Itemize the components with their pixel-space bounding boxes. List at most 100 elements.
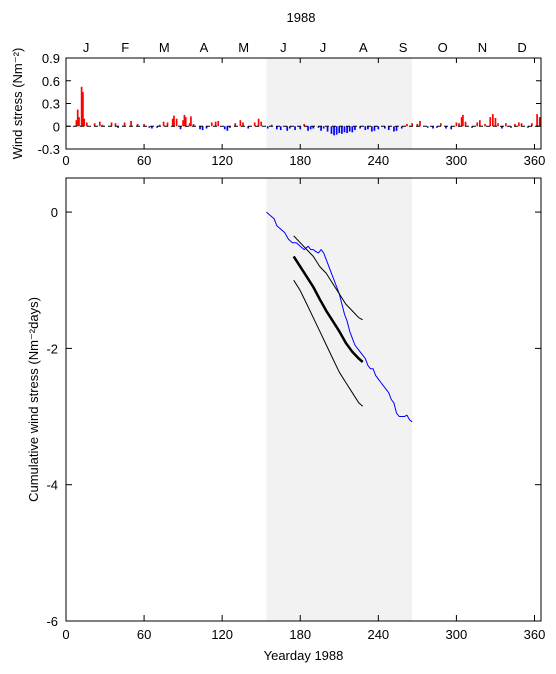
wind-stress-bar	[83, 118, 86, 127]
wind-stress-bar	[234, 123, 237, 127]
y-tick-label: 0	[53, 119, 60, 134]
month-label: S	[399, 40, 408, 55]
x-tick-label: 180	[289, 153, 311, 168]
wind-stress-bar	[75, 120, 78, 127]
y-tick-label: -4	[46, 478, 58, 493]
wind-stress-bar	[338, 126, 341, 134]
wind-stress-bar	[439, 123, 442, 127]
wind-stress-bar	[114, 123, 117, 127]
wind-stress-bar	[346, 126, 348, 134]
wind-stress-bar	[364, 126, 367, 131]
wind-stress-bar	[123, 122, 126, 127]
month-label: N	[478, 40, 487, 55]
x-tick-label: 240	[367, 627, 389, 642]
wind-stress-bar	[460, 117, 463, 127]
wind-stress-bar	[536, 114, 538, 127]
summer-shading	[266, 58, 413, 149]
cumulative-stress-line	[293, 279, 364, 407]
cumulative-stress-panel: 0 60 120 180 240 300 360 0 -2 -4 -6 Cumulative win…	[26, 177, 545, 663]
wind-stress-bar	[419, 120, 421, 127]
y-tick-label: 0	[51, 205, 58, 220]
wind-stress-bar	[538, 117, 541, 127]
wind-stress-bar	[450, 126, 453, 130]
wind-stress-bar	[307, 126, 309, 131]
chart-title: 1988	[287, 10, 316, 25]
wind-stress-bar	[190, 116, 192, 127]
wind-stress-bar	[309, 126, 312, 130]
x-tick-label: 240	[367, 153, 389, 168]
wind-stress-bar	[518, 122, 520, 127]
wind-stress-bar	[478, 120, 481, 127]
top-y-axis-label: Wind stress (Nm⁻²)	[10, 48, 25, 160]
wind-stress-bar	[253, 122, 256, 127]
wind-stress-bar	[270, 124, 273, 127]
wind-stress-bar	[354, 126, 356, 131]
wind-stress-bar	[201, 126, 204, 131]
wind-stress-bar	[312, 126, 315, 129]
wind-stress-bar	[426, 126, 429, 128]
wind-stress-bar	[489, 117, 492, 127]
wind-stress-bar	[136, 123, 139, 127]
wind-stress-bar	[226, 126, 229, 131]
wind-stress-bar	[501, 126, 503, 129]
month-label: J	[280, 40, 287, 55]
wind-stress-bar	[387, 126, 390, 131]
x-tick-label: 180	[289, 627, 311, 642]
bottom-y-axis-label: Cumulative wind stress (Nm⁻²days)	[26, 297, 41, 502]
wind-stress-bar	[257, 118, 260, 127]
wind-stress-bar	[432, 126, 434, 129]
wind-stress-bar	[476, 122, 479, 127]
bottom-x-axis-label: Yearday 1988	[264, 648, 344, 663]
wind-stress-panel: 0 60 120 180 240 300 360-0.300.30.60.9 Wind st…	[10, 48, 545, 168]
cumulative-stress-line	[293, 235, 363, 321]
wind-stress-bar	[110, 122, 113, 127]
wind-stress-bar	[247, 126, 250, 129]
wind-stress-bar	[288, 126, 291, 129]
month-label: D	[517, 40, 526, 55]
wind-stress-bar	[445, 126, 447, 129]
wind-stress-bars	[75, 86, 541, 136]
summer-shading-bottom	[266, 178, 413, 621]
wind-stress-bar	[348, 126, 351, 132]
wind-stress-bar	[275, 126, 278, 130]
wind-stress-bar	[78, 117, 80, 127]
wind-stress-bar	[514, 123, 516, 127]
wind-stress-bar	[229, 126, 231, 128]
wind-stress-bar	[531, 123, 533, 127]
x-tick-label: 60	[137, 627, 151, 642]
wind-stress-bar	[151, 126, 153, 129]
wind-stress-bar	[184, 117, 187, 127]
wind-stress-bar	[217, 120, 220, 127]
month-label: M	[159, 40, 170, 55]
wind-stress-bar	[367, 126, 369, 130]
wind-stress-bar	[330, 126, 333, 134]
wind-stress-bar	[333, 126, 335, 136]
wind-stress-bar	[214, 121, 217, 127]
wind-stress-bar	[377, 126, 380, 130]
cumulative-stress-line	[266, 211, 413, 423]
wind-stress-bar	[317, 126, 320, 128]
wind-stress-bar	[192, 123, 195, 127]
wind-stress-bar	[484, 123, 486, 127]
wind-stress-bar	[527, 126, 529, 128]
wind-stress-bar	[406, 123, 408, 127]
bottom-frame	[65, 177, 542, 622]
wind-stress-bar	[199, 126, 201, 130]
wind-stress-bar	[462, 114, 464, 127]
wind-stress-bar	[260, 121, 263, 127]
wind-stress-bar	[510, 126, 512, 128]
wind-stress-bar	[395, 126, 398, 131]
wind-stress-bar	[492, 114, 494, 127]
wind-stress-bar	[400, 126, 403, 129]
month-label: A	[200, 40, 209, 55]
wind-stress-bar	[497, 123, 499, 127]
cumulative-stress-line	[292, 255, 364, 363]
wind-stress-bar	[505, 123, 507, 127]
wind-stress-bar	[175, 118, 178, 127]
wind-stress-bar	[359, 126, 361, 129]
wind-stress-bar	[156, 126, 158, 128]
wind-stress-bar	[205, 126, 208, 129]
wind-stress-bar	[93, 123, 96, 127]
wind-stress-bar	[351, 126, 354, 133]
wind-stress-bar	[210, 122, 213, 127]
